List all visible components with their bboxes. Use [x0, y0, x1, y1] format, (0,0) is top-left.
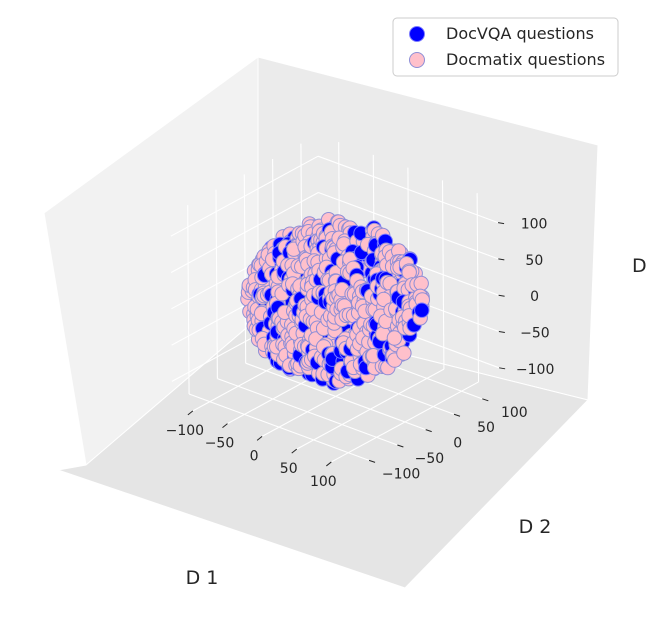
grid-line-side-z — [170, 192, 319, 273]
point-docmatix — [386, 330, 403, 346]
z-axis-label: D — [632, 255, 647, 277]
legend-marker-docvqa — [409, 26, 425, 42]
point-docmatix — [396, 345, 412, 361]
legend-label-docvqa: DocVQA questions — [446, 24, 594, 43]
point-docmatix — [413, 275, 429, 292]
grid-line-floor-y — [188, 393, 370, 461]
y-tick-label: −50 — [415, 451, 445, 467]
z-tick-mark — [498, 294, 505, 297]
z-tick-mark — [498, 258, 505, 261]
x-axis-label: D 1 — [186, 567, 219, 589]
grid-line-back-z — [318, 191, 499, 260]
x-tick-label: −50 — [205, 436, 235, 452]
x-tick-label: −100 — [166, 423, 204, 439]
y-axis-label: D 2 — [519, 516, 552, 538]
scatter-points — [240, 212, 430, 391]
pane-floor — [57, 317, 589, 589]
z-tick-label: 50 — [525, 253, 543, 269]
x-tick-mark — [326, 461, 332, 467]
y-tick-mark — [368, 459, 376, 463]
x-tick-label: 100 — [310, 474, 337, 490]
y-tick-mark — [397, 444, 404, 448]
x-tick-label: 0 — [250, 448, 259, 464]
legend-label-docmatix: Docmatix questions — [446, 50, 605, 69]
z-tick-label: 100 — [521, 217, 548, 233]
legend: DocVQA questions Docmatix questions — [392, 17, 619, 77]
x-tick-mark — [187, 410, 194, 416]
point-docvqa — [414, 302, 430, 318]
y-tick-label: 0 — [453, 436, 462, 452]
x-tick-mark — [256, 436, 263, 441]
y-tick-mark — [453, 413, 461, 417]
z-tick-label: −50 — [520, 326, 550, 342]
z-tick-mark — [498, 331, 505, 334]
y-tick-label: 50 — [477, 420, 495, 436]
legend-marker-docmatix — [409, 52, 425, 68]
y-tick-mark — [425, 429, 432, 433]
z-tick-label: 0 — [530, 289, 539, 305]
y-tick-label: −100 — [382, 466, 420, 482]
x-tick-mark — [222, 423, 228, 429]
x-tick-label: 50 — [280, 461, 298, 477]
y-tick-mark — [482, 398, 489, 402]
grid-line-floor-y — [217, 378, 398, 446]
z-tick-mark — [497, 222, 505, 225]
z-tick-label: −100 — [516, 362, 554, 378]
y-tick-label: 100 — [501, 405, 528, 421]
grid-line-floor-y — [245, 362, 426, 431]
grid-line-back-z — [317, 155, 499, 224]
z-tick-mark — [499, 367, 506, 370]
grid-line-side-z — [170, 155, 319, 237]
x-tick-mark — [291, 448, 298, 454]
legend-box — [392, 17, 619, 77]
